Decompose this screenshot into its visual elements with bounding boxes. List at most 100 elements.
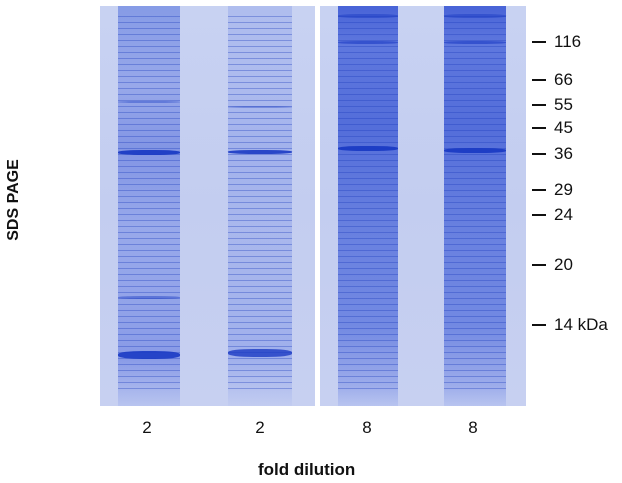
lane-stripe bbox=[444, 184, 506, 185]
lane-stripe bbox=[338, 208, 398, 209]
lane-stripe bbox=[338, 292, 398, 293]
lane-stripe bbox=[444, 70, 506, 71]
lane-stripe bbox=[338, 322, 398, 323]
lane-stripe bbox=[444, 376, 506, 377]
lane-stripe bbox=[444, 208, 506, 209]
lane-stripe bbox=[118, 22, 180, 23]
lane-stripe bbox=[228, 244, 292, 245]
protein-band bbox=[118, 296, 180, 299]
lane-stripe bbox=[118, 190, 180, 191]
lane-stripe bbox=[338, 178, 398, 179]
lane-stripe bbox=[118, 286, 180, 287]
lane-stripe bbox=[228, 64, 292, 65]
lane-stripe bbox=[444, 190, 506, 191]
lane-stripe bbox=[118, 364, 180, 365]
lane-stripe bbox=[118, 334, 180, 335]
lane-stripe bbox=[118, 124, 180, 125]
lane-stripe bbox=[118, 310, 180, 311]
protein-band bbox=[444, 148, 506, 153]
lane-stripe bbox=[228, 178, 292, 179]
protein-band bbox=[338, 146, 398, 151]
lane-stripe bbox=[444, 22, 506, 23]
bottom-title: fold dilution bbox=[258, 460, 356, 479]
lane-stripe bbox=[118, 262, 180, 263]
lane-stripe bbox=[118, 172, 180, 173]
gel-lane-4 bbox=[444, 6, 506, 406]
lane-stripe bbox=[228, 112, 292, 113]
lane-stripe bbox=[118, 280, 180, 281]
lane-stripe bbox=[444, 304, 506, 305]
marker-label: 45 bbox=[554, 118, 573, 137]
lane-stripe bbox=[228, 304, 292, 305]
lane-stripe bbox=[228, 328, 292, 329]
lane-stripe bbox=[118, 94, 180, 95]
lane-stripe bbox=[118, 316, 180, 317]
lane-stripe bbox=[338, 28, 398, 29]
lane-stripe bbox=[228, 124, 292, 125]
lane-stripe bbox=[444, 346, 506, 347]
lane-stripe bbox=[444, 328, 506, 329]
lane-stripe bbox=[118, 304, 180, 305]
lane-stripe bbox=[338, 364, 398, 365]
marker-55: 55 bbox=[532, 95, 573, 114]
lane-stripe bbox=[338, 106, 398, 107]
lane-stripe bbox=[338, 34, 398, 35]
lane-stripe bbox=[338, 244, 398, 245]
lane-stripe bbox=[444, 46, 506, 47]
marker-label: 20 bbox=[554, 255, 573, 274]
marker-24: 24 bbox=[532, 206, 573, 223]
lane-stripe bbox=[118, 148, 180, 149]
lane-stripe bbox=[118, 256, 180, 257]
protein-band bbox=[228, 150, 292, 154]
lane-stripe bbox=[228, 52, 292, 53]
lane-stripe bbox=[118, 64, 180, 65]
protein-band bbox=[118, 150, 180, 155]
lane-stripe bbox=[444, 52, 506, 53]
marker-tick bbox=[532, 127, 546, 129]
lane-stripe bbox=[118, 328, 180, 329]
lane-stripe bbox=[338, 370, 398, 371]
lane-stripe bbox=[228, 316, 292, 317]
lane-stripe bbox=[338, 274, 398, 275]
lane-stripe bbox=[338, 220, 398, 221]
marker-label: 55 bbox=[554, 95, 573, 114]
lane-stripe bbox=[228, 358, 292, 359]
lane-stripe bbox=[444, 166, 506, 167]
marker-tick bbox=[532, 189, 546, 191]
lane-stripe bbox=[118, 34, 180, 35]
lane-stripe bbox=[118, 52, 180, 53]
lane-stripe bbox=[228, 322, 292, 323]
lane-stripe bbox=[338, 94, 398, 95]
lane-stripe bbox=[118, 244, 180, 245]
lane-stripe bbox=[228, 298, 292, 299]
lane-stripe bbox=[444, 250, 506, 251]
lane-stripe bbox=[228, 106, 292, 107]
lane-stripe bbox=[118, 340, 180, 341]
lane-stripe bbox=[228, 130, 292, 131]
lane-stripe bbox=[118, 76, 180, 77]
protein-band bbox=[118, 351, 180, 359]
marker-tick bbox=[532, 104, 546, 106]
marker-36: 36 bbox=[532, 145, 573, 162]
lane-stripe bbox=[118, 196, 180, 197]
marker-tick bbox=[532, 324, 546, 326]
lane-stripe bbox=[338, 142, 398, 143]
lane-stripe bbox=[228, 70, 292, 71]
lane-stripe bbox=[228, 280, 292, 281]
lane-stripe bbox=[444, 94, 506, 95]
lane-stripe bbox=[228, 166, 292, 167]
lane-stripe bbox=[338, 130, 398, 131]
lane-stripe bbox=[228, 226, 292, 227]
protein-band bbox=[118, 101, 180, 103]
lane-stripe bbox=[118, 208, 180, 209]
lane-stripe bbox=[228, 172, 292, 173]
marker-label: 29 bbox=[554, 180, 573, 199]
lane-stripe bbox=[338, 268, 398, 269]
lane-stripe bbox=[228, 262, 292, 263]
lane-stripe bbox=[228, 310, 292, 311]
lane-stripe bbox=[228, 340, 292, 341]
lane-stripe bbox=[338, 226, 398, 227]
marker-tick bbox=[532, 79, 546, 81]
lane-stripe bbox=[228, 160, 292, 161]
